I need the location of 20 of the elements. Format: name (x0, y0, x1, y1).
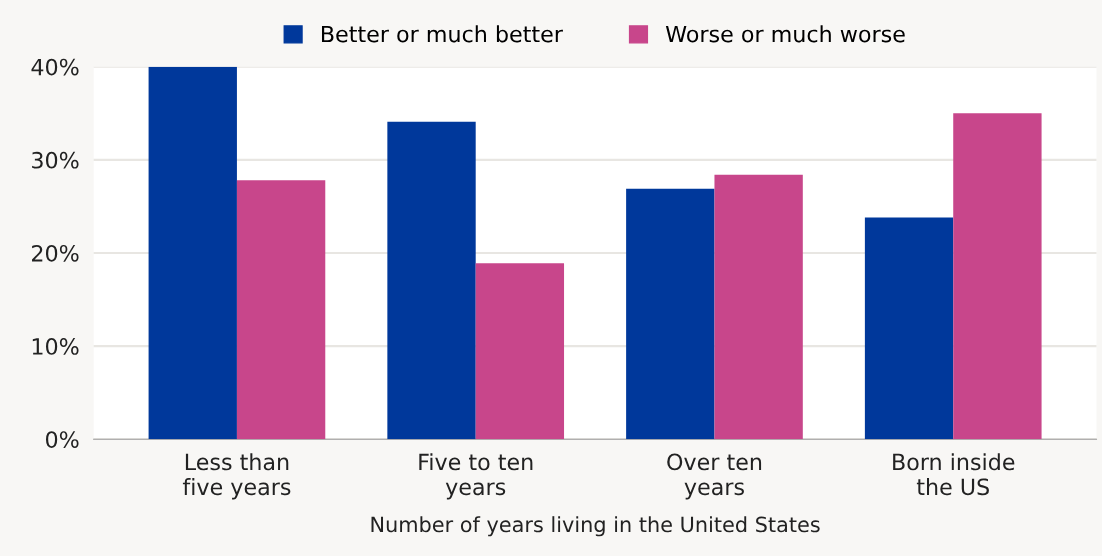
bar (236, 180, 326, 440)
y-tick-label: 20% (32, 244, 79, 262)
y-tick-label: 0% (45, 431, 79, 448)
legend-label: Better or much better (321, 25, 563, 43)
bar (475, 263, 565, 440)
x-tick-label: Over ten years (667, 453, 762, 500)
x-axis-title: Number of years living in the United States (371, 516, 820, 537)
legend-label: Worse or much worse (665, 25, 905, 43)
bar (626, 188, 715, 440)
bar (387, 121, 476, 440)
y-tick-label: 10% (32, 338, 79, 355)
bar (714, 174, 803, 440)
x-tick-label: Less than five years (182, 453, 291, 500)
y-tick-label: 30% (32, 151, 79, 169)
y-tick-label: 40% (31, 58, 79, 76)
x-tick-label: Five to ten years (419, 453, 533, 500)
bar (953, 113, 1042, 440)
bar (148, 66, 237, 440)
x-tick-label: Born inside the US (893, 453, 1015, 496)
bar (864, 217, 954, 440)
